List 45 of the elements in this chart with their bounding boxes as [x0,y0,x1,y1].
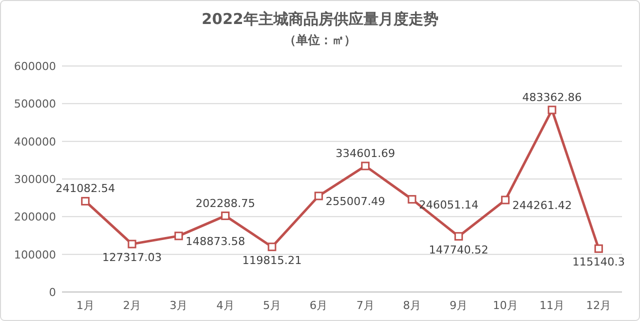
chart-title: 2022年主城商品房供应量月度走势 [202,10,438,28]
x-tick-label: 4月 [216,299,234,312]
data-label: 483362.86 [522,90,582,104]
x-tick-label: 2月 [123,299,141,312]
point [548,106,556,114]
point [174,232,183,240]
point [221,212,230,220]
data-label: 246051.14 [419,198,478,212]
y-tick-label: 100000 [14,248,56,262]
y-tick-label: 200000 [14,210,56,224]
data-label: 334601.69 [336,146,396,160]
x-tick-label: 6月 [310,299,328,312]
point [128,240,136,248]
data-label: 241082.54 [56,182,116,196]
x-tick-label: 9月 [450,299,468,312]
y-tick-label: 0 [49,286,56,299]
y-tick-label: 600000 [14,60,56,73]
point [454,232,463,241]
point [501,196,510,204]
x-tick-label: 1月 [76,299,94,312]
point [594,244,603,253]
x-tick-label: 11月 [540,299,564,312]
x-tick-label: 3月 [170,299,188,312]
data-label: 244261.42 [512,198,572,212]
data-label: 147740.52 [428,243,488,256]
point [268,242,276,252]
x-tick-label: 7月 [356,299,374,312]
point [81,196,90,206]
y-tick-label: 400000 [14,135,56,148]
data-label: 119815.21 [242,254,302,267]
data-label: 202288.75 [196,196,256,210]
data-label: 148873.58 [186,234,246,248]
x-tick-label: 10月 [492,299,518,312]
x-tick-label: 8月 [403,299,421,312]
data-label: 255007.49 [326,194,386,208]
y-tick-label: 500000 [14,98,56,111]
data-label: 115140.3 [572,256,625,269]
chart-subtitle: （单位：㎡） [284,33,356,47]
x-tick-label: 5月 [263,299,281,312]
point [314,192,323,200]
point [408,195,416,204]
y-tick-label: 300000 [14,173,56,186]
point [361,162,370,170]
x-tick-label: 12月 [586,299,612,312]
data-label: 127317.03 [102,251,162,264]
